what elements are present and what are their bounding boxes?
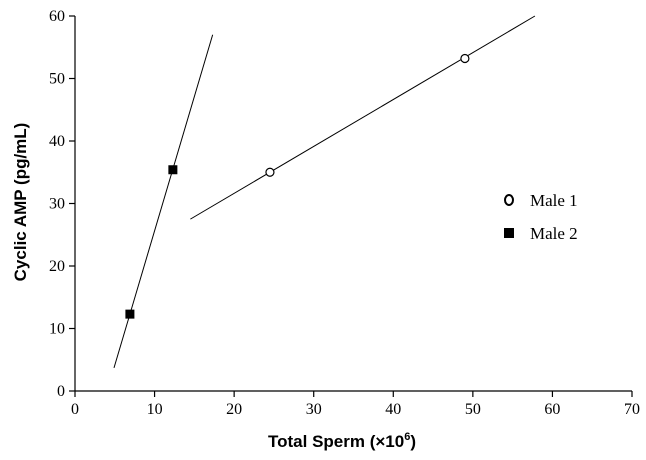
x-tick-label: 50 [465,401,481,418]
y-tick-label: 50 [49,71,65,88]
data-point-male-2 [125,309,135,319]
data-point-male-2 [168,165,178,175]
y-tick-label: 10 [49,321,65,338]
x-tick-label: 40 [385,401,401,418]
legend: Male 1 Male 2 [504,191,578,243]
y-tick-label: 60 [49,8,65,25]
legend-label-male-1: Male 1 [530,191,578,210]
x-tick-label: 20 [226,401,242,418]
y-tick-label: 30 [49,196,65,213]
data-point-male-1 [265,167,275,177]
y-tick-label: 20 [49,258,65,275]
y-tick-label: 40 [49,133,65,150]
x-tick-label: 30 [306,401,322,418]
x-tick-label: 0 [71,401,79,418]
x-axis-title: Total Sperm (×106) [268,431,416,451]
x-tick-label: 60 [544,401,560,418]
y-tick-label: 0 [57,383,65,400]
legend-label-male-2: Male 2 [530,224,578,243]
y-axis-title: Cyclic AMP (pg/mL) [11,123,30,282]
plot-area: 0 10 20 30 40 50 60 0 10 20 30 40 50 60 70 [49,8,640,418]
x-tick-label: 70 [624,401,640,418]
legend-marker-male-2 [504,228,514,238]
x-axis-title-superscript: 6 [404,431,410,443]
trendline-male-1 [190,15,536,220]
x-tick-label: 10 [147,401,163,418]
data-point-male-1 [460,53,470,64]
legend-marker-male-1 [504,194,514,206]
